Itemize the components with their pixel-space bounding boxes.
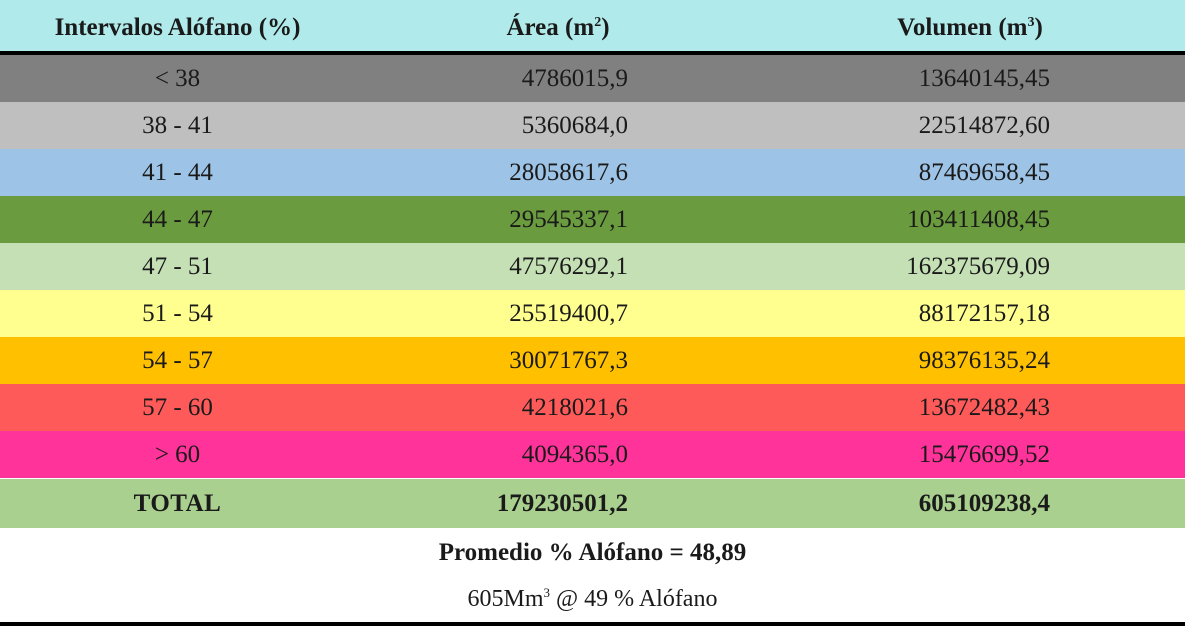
- interval-cell: 54 - 57: [142, 347, 213, 374]
- area-cell: 28058617,6: [509, 159, 628, 186]
- volume-cell: 88172157,18: [918, 300, 1050, 327]
- interval-cell: 47 - 51: [142, 253, 213, 280]
- header-area-exponent: 2: [594, 15, 602, 30]
- table-row: 51 - 54 25519400,7 88172157,18: [0, 290, 1185, 337]
- area-cell: 47576292,1: [509, 253, 628, 280]
- volume-cell: 98376135,24: [918, 347, 1050, 374]
- header-volume-exponent: 3: [1027, 15, 1035, 30]
- volume-cell: 13640145,45: [918, 65, 1050, 92]
- table-row: 54 - 57 30071767,3 98376135,24: [0, 337, 1185, 384]
- volume-summary-suffix: @ 49 % Alófano: [550, 586, 718, 612]
- area-cell: 4218021,6: [521, 394, 628, 421]
- interval-cell: < 38: [154, 65, 201, 92]
- interval-cell: > 60: [154, 441, 201, 468]
- interval-cell: 41 - 44: [142, 159, 213, 186]
- area-cell: 5360684,0: [521, 112, 628, 139]
- volume-summary-exponent: 3: [543, 585, 551, 600]
- interval-cell: 44 - 47: [142, 206, 213, 233]
- volume-cell: 103411408,45: [907, 206, 1050, 233]
- header-area: Área (m2): [428, 0, 688, 51]
- table-row: > 60 4094365,0 15476699,52: [0, 431, 1185, 478]
- volume-cell: 22514872,60: [918, 112, 1050, 139]
- volume-cell: 15476699,52: [918, 441, 1050, 468]
- volume-cell: 162375679,09: [906, 253, 1050, 280]
- area-cell: 30071767,3: [509, 347, 628, 374]
- header-area-label: Área (m: [506, 14, 595, 41]
- table-header-row: Intervalos Alófano (%) Área (m2) Volumen…: [0, 0, 1185, 51]
- header-divider: [0, 51, 1185, 55]
- header-volume-close: ): [1034, 14, 1043, 41]
- table-row: 41 - 44 28058617,6 87469658,45: [0, 149, 1185, 196]
- volume-summary-prefix: 605Mm: [467, 586, 544, 612]
- table-row: 38 - 41 5360684,0 22514872,60: [0, 102, 1185, 149]
- area-cell: 29545337,1: [509, 206, 628, 233]
- interval-cell: 38 - 41: [142, 112, 213, 139]
- area-cell: 4094365,0: [521, 441, 628, 468]
- header-volume: Volumen (m3): [840, 0, 1100, 51]
- total-area: 179230501,2: [496, 490, 628, 517]
- header-volume-label: Volumen (m: [897, 14, 1028, 41]
- interval-cell: 51 - 54: [142, 300, 213, 327]
- table-row: 44 - 47 29545337,1 103411408,45: [0, 196, 1185, 243]
- area-cell: 4786015,9: [521, 65, 628, 92]
- interval-cell: 57 - 60: [142, 394, 213, 421]
- table-row: 57 - 60 4218021,6 13672482,43: [0, 384, 1185, 431]
- table-row: < 38 4786015,9 13640145,45: [0, 55, 1185, 102]
- total-row: TOTAL 179230501,2 605109238,4: [0, 479, 1185, 528]
- volume-summary: 605Mm3 @ 49 % Alófano: [0, 576, 1185, 623]
- average-alofano: Promedio % Alófano = 48,89: [438, 539, 747, 566]
- volume-cell: 13672482,43: [918, 394, 1050, 421]
- area-cell: 25519400,7: [509, 300, 628, 327]
- total-volume: 605109238,4: [918, 490, 1050, 517]
- volume-cell: 87469658,45: [918, 159, 1050, 186]
- header-intervals: Intervalos Alófano (%): [54, 14, 301, 41]
- table-row: 47 - 51 47576292,1 162375679,09: [0, 243, 1185, 290]
- bottom-divider: [0, 622, 1185, 626]
- header-area-close: ): [601, 14, 610, 41]
- total-label: TOTAL: [133, 490, 222, 517]
